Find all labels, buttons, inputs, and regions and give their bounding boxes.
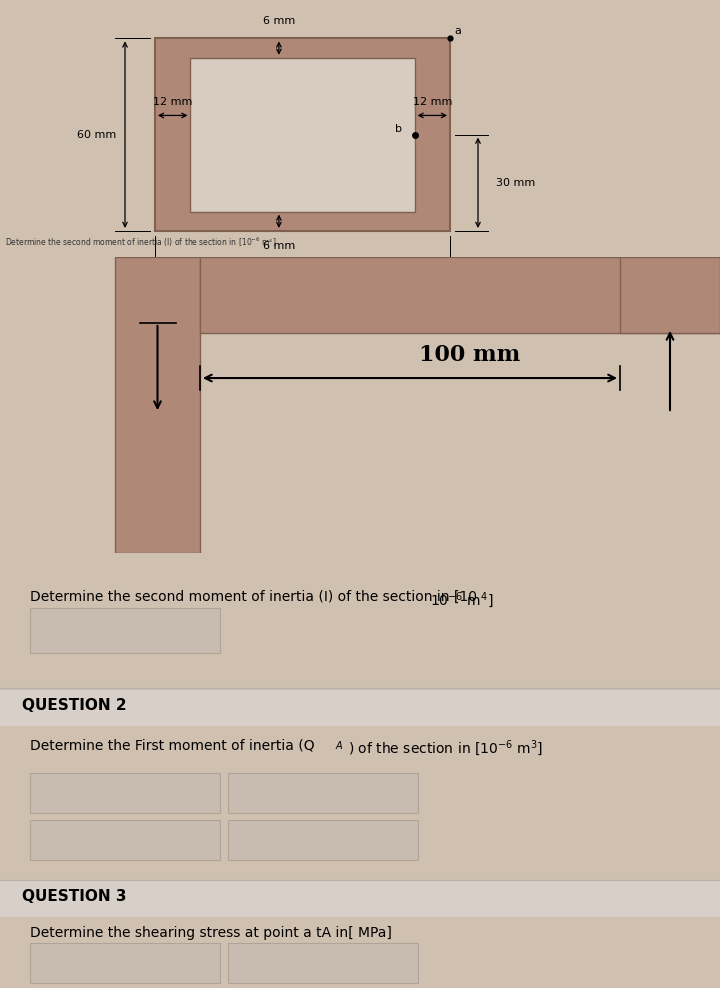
Bar: [115, 257, 200, 553]
Bar: [228, 943, 418, 983]
Bar: [228, 820, 418, 861]
Text: QUESTION 2: QUESTION 2: [22, 699, 127, 713]
Text: 6 mm: 6 mm: [263, 16, 295, 26]
Text: a: a: [454, 27, 461, 37]
Bar: [0, 881, 720, 917]
Text: Determine the second moment of inertia (I) of the section in [10$^{-6}$ m⁴]: Determine the second moment of inertia (…: [5, 235, 276, 249]
Bar: [190, 57, 415, 211]
Text: $_A$: $_A$: [335, 738, 343, 752]
Text: Determine the second moment of inertia (I) of the section in [10: Determine the second moment of inertia (…: [30, 590, 477, 605]
Text: 12 mm: 12 mm: [413, 97, 452, 107]
Bar: [620, 257, 720, 333]
Text: ) of the section in [$10^{-6}$ m$^3$]: ) of the section in [$10^{-6}$ m$^3$]: [348, 738, 543, 758]
Bar: [0, 691, 720, 726]
Text: 60 mm: 60 mm: [77, 129, 117, 139]
Text: b: b: [395, 124, 402, 133]
Bar: [30, 943, 220, 983]
Bar: [30, 774, 220, 813]
Text: 12 mm: 12 mm: [153, 97, 192, 107]
Text: 6 mm: 6 mm: [263, 241, 295, 251]
Text: 30 mm: 30 mm: [496, 178, 535, 188]
Bar: [155, 39, 450, 231]
Bar: [200, 257, 720, 333]
Bar: [30, 609, 220, 653]
Text: 100 mm: 100 mm: [419, 344, 521, 366]
Text: QUESTION 3: QUESTION 3: [22, 889, 127, 904]
Text: Determine the First moment of inertia (Q: Determine the First moment of inertia (Q: [30, 738, 315, 752]
Text: $10^{-6}$ m$^4$]: $10^{-6}$ m$^4$]: [430, 590, 493, 611]
Text: Determine the shearing stress at point a tA in[ MPa]: Determine the shearing stress at point a…: [30, 926, 392, 940]
Bar: [228, 774, 418, 813]
Text: 100 mm: 100 mm: [278, 271, 327, 284]
Bar: [30, 820, 220, 861]
